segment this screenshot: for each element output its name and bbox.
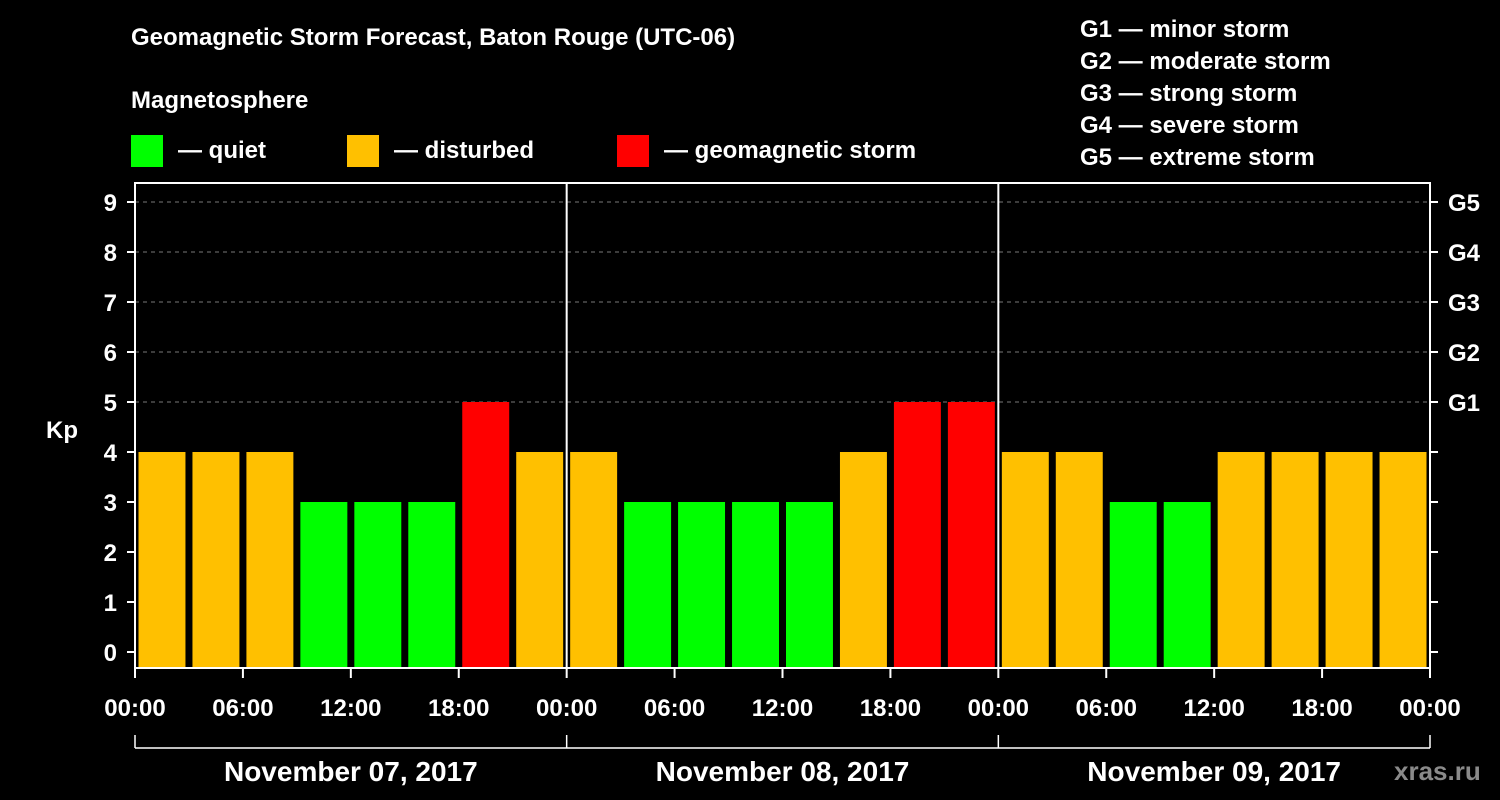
y-tick-label: 7: [104, 290, 117, 317]
kp-bar: [839, 452, 887, 668]
legend-storm-swatch: [617, 135, 649, 167]
storm-scale-g5: G5 — extreme storm: [1080, 144, 1315, 171]
x-tick-label: 00:00: [1399, 695, 1460, 722]
y-tick-label: 4: [104, 440, 118, 467]
x-tick-label: 06:00: [1076, 695, 1137, 722]
g-scale-label: G3: [1448, 290, 1480, 317]
kp-bar: [1217, 452, 1265, 668]
legend-storm: — geomagnetic storm: [617, 135, 916, 167]
kp-bar: [1055, 452, 1103, 668]
x-tick-label: 18:00: [428, 695, 489, 722]
y-tick-label: 2: [104, 540, 117, 567]
x-tick-label: 12:00: [752, 695, 813, 722]
kp-bar: [570, 452, 618, 668]
legend-disturbed-swatch: [347, 135, 379, 167]
day-label: November 07, 2017: [224, 756, 478, 787]
kp-bar: [516, 452, 564, 668]
x-tick-label: 18:00: [1291, 695, 1352, 722]
g-scale-label: G5: [1448, 190, 1480, 217]
x-tick-label: 06:00: [212, 695, 273, 722]
storm-scale-legend: G1 — minor storm G2 — moderate storm G3 …: [1080, 14, 1331, 174]
x-tick-label: 00:00: [968, 695, 1029, 722]
y-tick-label: 5: [104, 390, 117, 417]
y-tick-label: 8: [104, 240, 117, 267]
x-tick-label: 00:00: [536, 695, 597, 722]
kp-bar: [624, 502, 672, 668]
y-tick-label: 1: [104, 590, 117, 617]
x-tick-label: 06:00: [644, 695, 705, 722]
g-scale-label: G4: [1448, 240, 1481, 267]
y-tick-label: 0: [104, 640, 117, 667]
g-scale-label: G2: [1448, 340, 1480, 367]
legend-quiet: — quiet: [131, 135, 266, 167]
storm-scale-g2: G2 — moderate storm: [1080, 48, 1331, 75]
y-tick-label: 9: [104, 190, 117, 217]
g-scale-label: G1: [1448, 390, 1480, 417]
kp-bar: [300, 502, 348, 668]
x-tick-label: 12:00: [1183, 695, 1244, 722]
kp-bar: [1325, 452, 1373, 668]
kp-bar: [786, 502, 833, 668]
y-tick-label: 3: [104, 490, 117, 517]
day-label: November 09, 2017: [1087, 756, 1341, 787]
storm-scale-g1: G1 — minor storm: [1080, 16, 1290, 43]
kp-bar: [354, 502, 402, 668]
x-tick-label: 12:00: [320, 695, 381, 722]
legend-storm-label: — geomagnetic storm: [664, 137, 917, 164]
kp-bar: [1163, 502, 1211, 668]
day-label: November 08, 2017: [656, 756, 910, 787]
legend-quiet-swatch: [131, 135, 163, 167]
kp-bar: [192, 452, 240, 668]
kp-bar: [678, 502, 726, 668]
x-tick-label: 00:00: [104, 695, 165, 722]
kp-bar: [462, 402, 510, 668]
chart-title: Geomagnetic Storm Forecast, Baton Rouge …: [131, 24, 736, 51]
magnetosphere-title: Magnetosphere: [131, 87, 309, 114]
kp-bar: [1379, 452, 1427, 668]
y-axis-label: Kp: [46, 417, 78, 444]
y-tick-label: 6: [104, 340, 117, 367]
kp-bar: [246, 452, 294, 668]
kp-bar: [1109, 502, 1157, 668]
kp-bar: [408, 502, 456, 668]
storm-scale-g4: G4 — severe storm: [1080, 112, 1299, 139]
watermark: xras.ru: [1394, 756, 1481, 786]
kp-bar: [138, 452, 186, 668]
kp-bar: [732, 502, 779, 668]
kp-bar: [893, 402, 941, 668]
legend-disturbed: — disturbed: [347, 135, 534, 167]
x-tick-label: 18:00: [860, 695, 921, 722]
kp-bar: [947, 402, 995, 668]
legend-disturbed-label: — disturbed: [394, 137, 535, 164]
kp-bar: [1001, 452, 1049, 668]
storm-scale-g3: G3 — strong storm: [1080, 80, 1298, 107]
legend-quiet-label: — quiet: [178, 137, 266, 164]
kp-bar: [1271, 452, 1319, 668]
